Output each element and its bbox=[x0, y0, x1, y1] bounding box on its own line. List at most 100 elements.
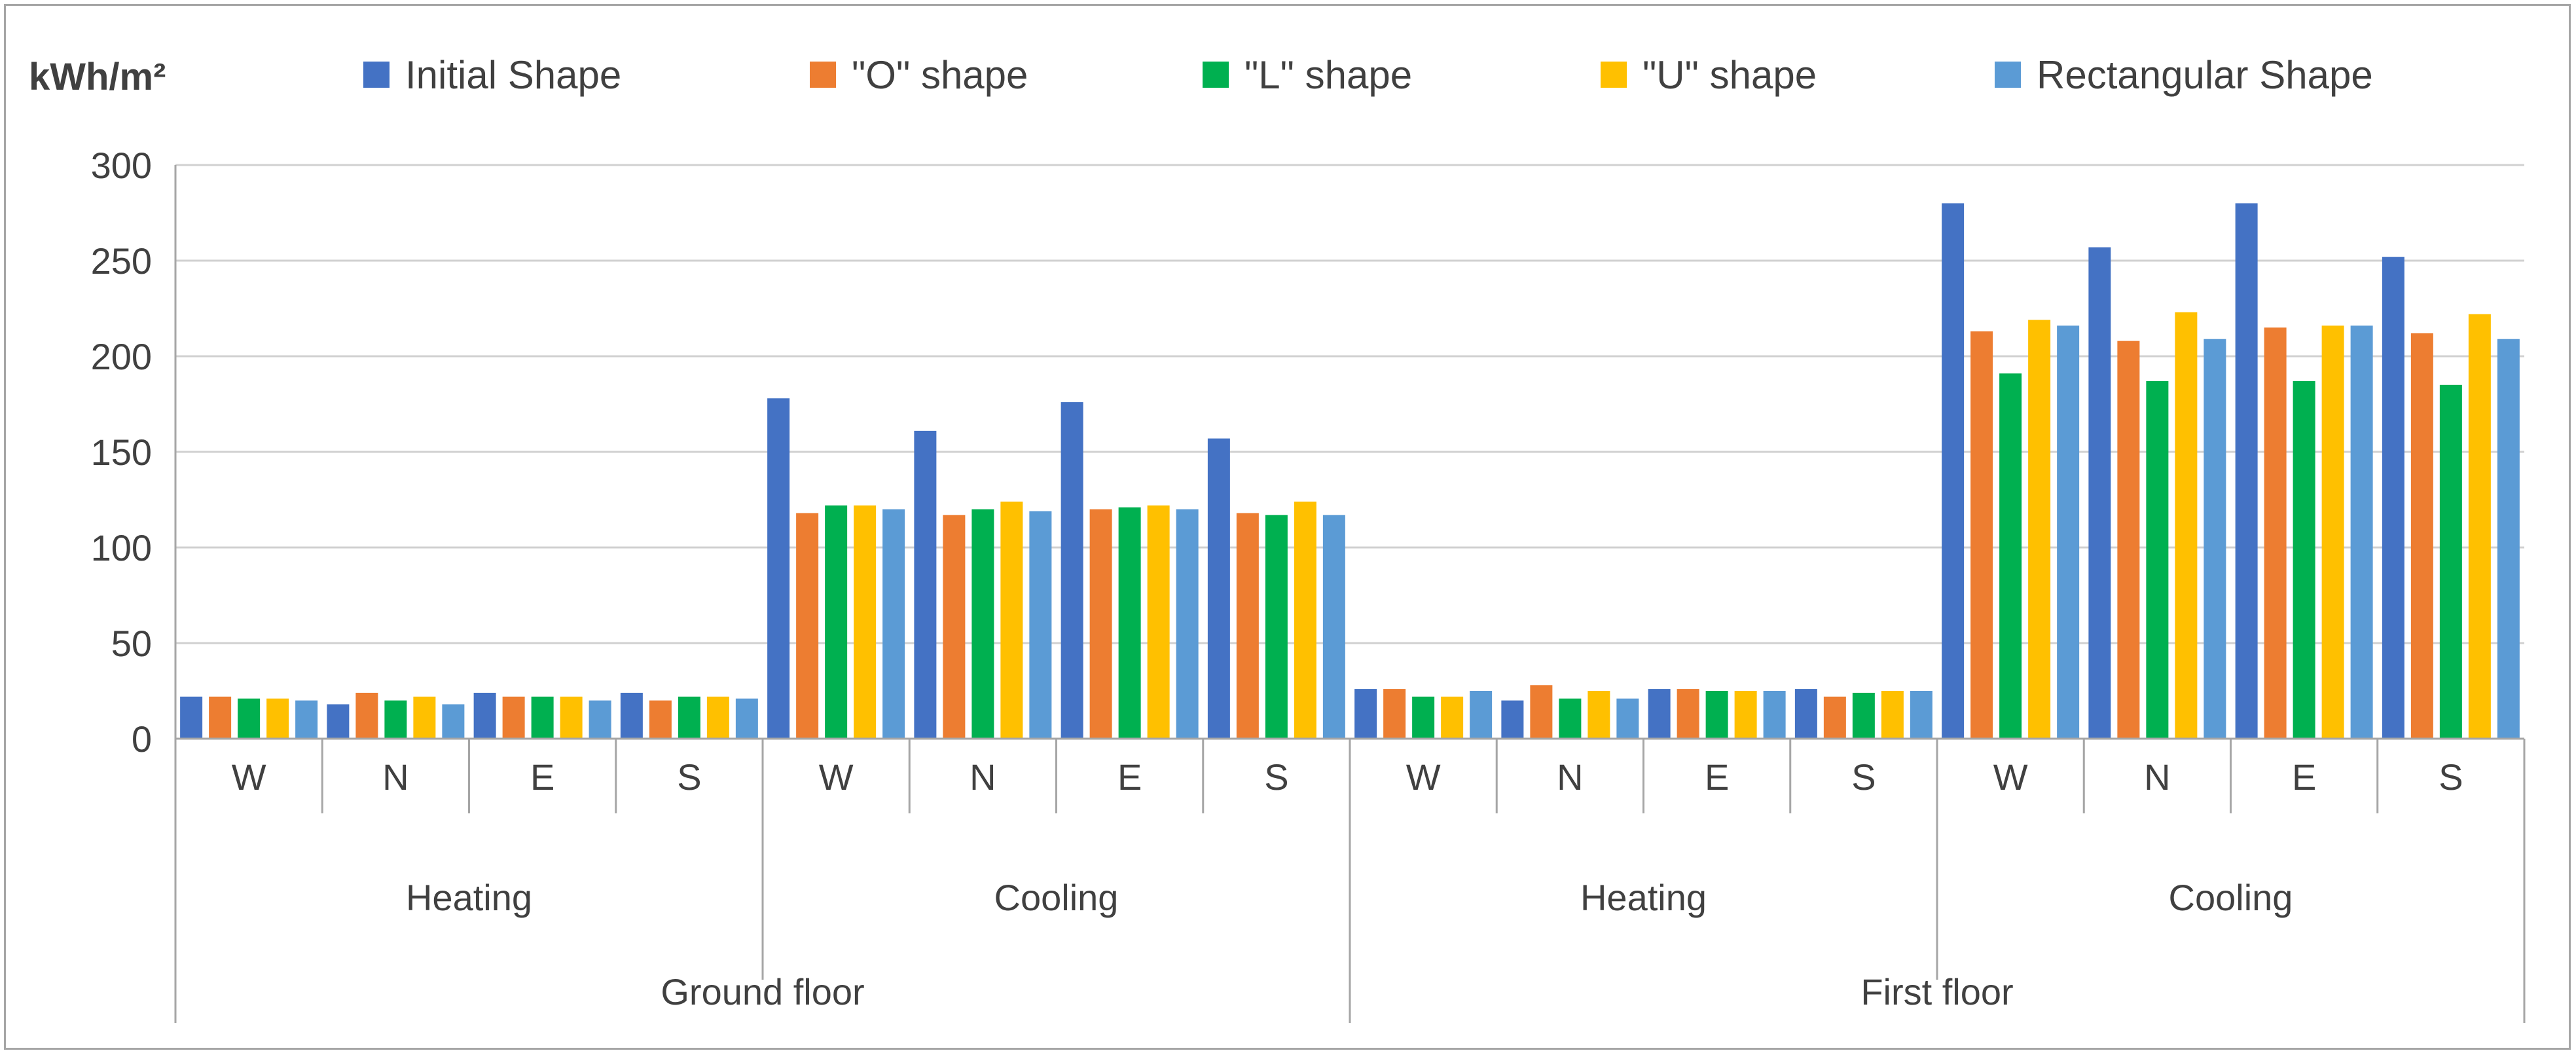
bar bbox=[2117, 341, 2140, 739]
bar bbox=[2175, 312, 2198, 739]
bar bbox=[1322, 515, 1345, 739]
bar bbox=[2146, 380, 2169, 739]
legend: Initial Shape "O" shape "L" shape "U" shape… bbox=[363, 53, 2373, 97]
bar bbox=[620, 692, 643, 739]
bar bbox=[413, 696, 436, 739]
bars bbox=[180, 203, 2520, 739]
bar bbox=[767, 398, 790, 739]
category-label: W bbox=[1993, 756, 2028, 798]
axes bbox=[174, 165, 2526, 1023]
category-label: W bbox=[1406, 756, 1441, 798]
category-label: E bbox=[2292, 756, 2316, 798]
group-label: Cooling bbox=[2169, 877, 2293, 918]
bar bbox=[1412, 696, 1435, 739]
floor-label: Ground floor bbox=[661, 971, 864, 1012]
bar bbox=[2439, 384, 2462, 739]
bar bbox=[649, 700, 672, 739]
category-label: S bbox=[1264, 756, 1288, 798]
bar bbox=[1029, 511, 1052, 739]
bar bbox=[1147, 505, 1170, 739]
category-label: E bbox=[1117, 756, 1142, 798]
bar bbox=[1881, 691, 1904, 739]
group-label: Heating bbox=[1580, 877, 1707, 918]
bar bbox=[1383, 689, 1406, 739]
bar bbox=[796, 513, 819, 739]
y-tick-label: 100 bbox=[91, 527, 152, 568]
y-tick-label: 200 bbox=[91, 336, 152, 377]
category-label: N bbox=[1557, 756, 1583, 798]
bar bbox=[2410, 333, 2433, 739]
bar bbox=[1207, 438, 1230, 739]
bar bbox=[1441, 696, 1464, 739]
legend-swatch bbox=[1601, 62, 1627, 88]
bar bbox=[1970, 331, 1993, 739]
bar bbox=[2057, 325, 2080, 739]
bar bbox=[1354, 689, 1377, 739]
bar bbox=[2468, 314, 2491, 739]
bar bbox=[209, 696, 232, 739]
category-label: W bbox=[232, 756, 266, 798]
bar bbox=[2382, 257, 2404, 739]
bar bbox=[678, 696, 700, 739]
legend-swatch bbox=[1995, 62, 2021, 88]
category-label: S bbox=[677, 756, 701, 798]
chart-frame bbox=[4, 4, 2571, 1050]
category-label: W bbox=[819, 756, 854, 798]
bar bbox=[1763, 691, 1786, 739]
legend-swatch bbox=[810, 62, 836, 88]
bar bbox=[2321, 325, 2344, 739]
bar bbox=[1265, 515, 1288, 739]
legend-label: "L" shape bbox=[1244, 53, 1412, 97]
bar bbox=[2264, 327, 2287, 739]
bar bbox=[2497, 339, 2520, 739]
bar bbox=[355, 692, 378, 739]
legend-label: "O" shape bbox=[852, 53, 1028, 97]
bar bbox=[1089, 509, 1112, 739]
group-label: Heating bbox=[406, 877, 532, 918]
bar bbox=[854, 505, 877, 739]
bar bbox=[327, 704, 350, 739]
bar bbox=[971, 509, 994, 739]
category-label: N bbox=[970, 756, 996, 798]
bar bbox=[1501, 700, 1524, 739]
y-tick-label: 50 bbox=[111, 623, 152, 664]
y-tick-label: 300 bbox=[91, 145, 152, 186]
bar bbox=[589, 700, 611, 739]
category-label: S bbox=[2439, 756, 2463, 798]
category-label: N bbox=[382, 756, 408, 798]
bar bbox=[2235, 203, 2258, 739]
bar bbox=[180, 696, 203, 739]
bar bbox=[825, 505, 848, 739]
y-tick-label: 250 bbox=[91, 240, 152, 282]
bar bbox=[1942, 203, 1965, 739]
bar bbox=[1705, 691, 1728, 739]
bar bbox=[295, 700, 318, 739]
bar bbox=[384, 700, 407, 739]
bar bbox=[943, 515, 966, 739]
bar bbox=[502, 696, 525, 739]
bar bbox=[1999, 373, 2022, 739]
bar bbox=[1061, 402, 1083, 739]
bar bbox=[1000, 501, 1023, 739]
bar bbox=[473, 692, 496, 739]
bar bbox=[1648, 689, 1671, 739]
bar bbox=[2028, 320, 2051, 739]
bar bbox=[1616, 698, 1639, 739]
bar bbox=[1294, 501, 1316, 739]
category-label: N bbox=[2144, 756, 2170, 798]
category-label: E bbox=[1705, 756, 1729, 798]
bar bbox=[735, 698, 758, 739]
bar bbox=[1677, 689, 1699, 739]
bar bbox=[442, 704, 465, 739]
bar bbox=[1118, 507, 1141, 739]
legend-swatch bbox=[1203, 62, 1229, 88]
bar bbox=[882, 509, 905, 739]
bar bbox=[1587, 691, 1610, 739]
legend-swatch bbox=[363, 62, 390, 88]
floor-label: First floor bbox=[1860, 971, 2013, 1012]
bar bbox=[1823, 696, 1846, 739]
bar bbox=[1734, 691, 1757, 739]
bar bbox=[560, 696, 583, 739]
y-tick-label: 150 bbox=[91, 432, 152, 473]
